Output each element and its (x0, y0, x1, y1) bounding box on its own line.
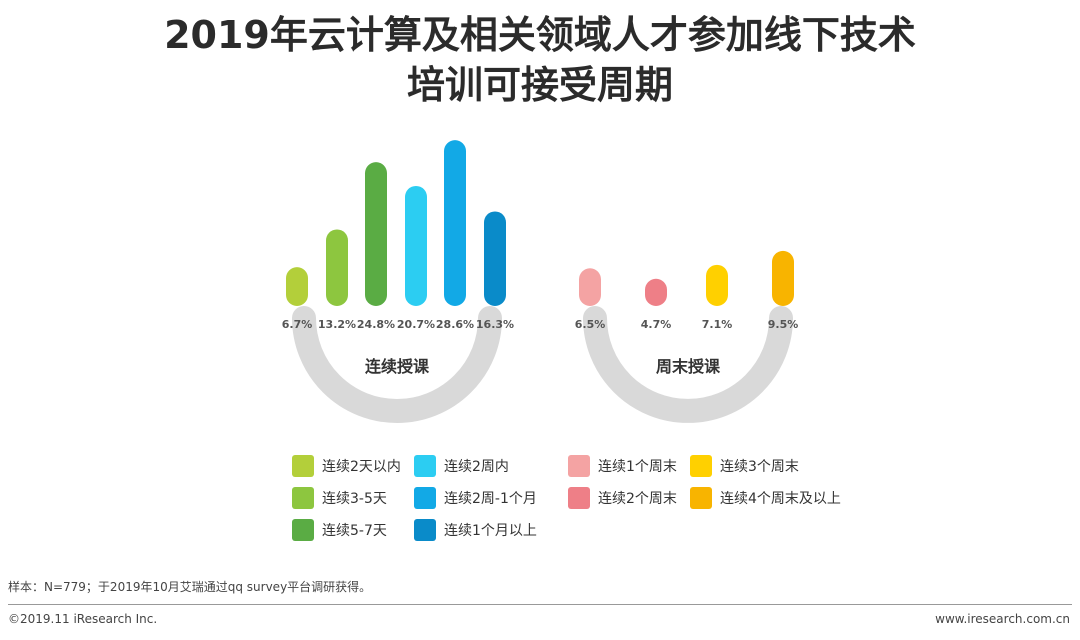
bar-连续2周-1个月 (444, 140, 466, 306)
legend-item: 连续2周内 (414, 454, 509, 478)
data-label: 24.8% (357, 318, 395, 331)
chart-arc-1 (292, 306, 502, 423)
chart-group-title: 周末授课 (656, 357, 721, 376)
legend-swatch (292, 487, 314, 509)
bar-连续3-5天 (326, 229, 348, 306)
bar-连续1个周末 (579, 268, 601, 306)
chart-group-title: 连续授课 (365, 357, 430, 376)
legend-label: 连续2天以内 (322, 459, 401, 475)
legend-swatch (292, 519, 314, 541)
legend-swatch (292, 455, 314, 477)
legend-label: 连续1个月以上 (444, 523, 537, 539)
data-label: 6.7% (282, 318, 313, 331)
data-label: 28.6% (436, 318, 474, 331)
copyright: ©2019.11 iResearch Inc. (8, 612, 158, 626)
chart-group-2: 周末授课 6.5% 4.7% 7.1% 9.5% (575, 250, 799, 423)
data-label: 7.1% (702, 318, 733, 331)
chart-group-1: 连续授课 6.7% 13.2% 24.8% 20.7% 28.6% 16.3% (282, 140, 514, 423)
legend-label: 连续1个周末 (598, 459, 677, 475)
legend-swatch (568, 455, 590, 477)
legend-item: 连续5-7天 (292, 518, 387, 542)
legend-item: 连续1个月以上 (414, 518, 537, 542)
legend-swatch (414, 519, 436, 541)
legend-item: 连续2周-1个月 (414, 486, 537, 510)
bar-连续2周内 (405, 185, 427, 306)
legend-label: 连续5-7天 (322, 523, 387, 539)
sample-note: 样本：N=779；于2019年10月艾瑞通过qq survey平台调研获得。 (8, 580, 372, 594)
legend-item: 连续1个周末 (568, 454, 677, 478)
data-label: 20.7% (397, 318, 435, 331)
footer-divider (8, 604, 1072, 605)
legend-item: 连续3个周末 (690, 454, 799, 478)
legend-swatch (568, 487, 590, 509)
data-label: 6.5% (575, 318, 606, 331)
legend-swatch (414, 455, 436, 477)
legend-item: 连续2天以内 (292, 454, 401, 478)
chart-title-line-2: 培训可接受周期 (406, 63, 673, 107)
bar-连续3个周末 (706, 264, 728, 306)
legend-label: 连续3个周末 (720, 459, 799, 475)
data-label: 16.3% (476, 318, 514, 331)
bar-连续2天以内 (286, 267, 308, 306)
legend-label: 连续2周-1个月 (444, 491, 537, 507)
legend-swatch (690, 455, 712, 477)
legend-label: 连续2个周末 (598, 491, 677, 507)
bar-连续5-7天 (365, 162, 387, 306)
bar-连续1个月以上 (484, 211, 506, 306)
legend-swatch (414, 487, 436, 509)
legend-label: 连续2周内 (444, 459, 509, 475)
legend-label: 连续3-5天 (322, 491, 387, 507)
data-label: 9.5% (768, 318, 799, 331)
data-label: 13.2% (318, 318, 356, 331)
legend-item: 连续4个周末及以上 (690, 486, 841, 510)
chart-area: 连续授课 6.7% 13.2% 24.8% 20.7% 28.6% 16.3% 周末授课 6.5… (282, 140, 799, 423)
bar-连续4个周末及以上 (772, 250, 794, 306)
chart-title: 2019年云计算及相关领域人才参加线下技术 培训可接受周期 (0, 10, 1080, 110)
legend-label: 连续4个周末及以上 (720, 491, 841, 507)
legend-item: 连续3-5天 (292, 486, 387, 510)
data-label: 4.7% (641, 318, 672, 331)
bar-连续2个周末 (645, 278, 667, 306)
chart-arc-2 (583, 306, 793, 423)
website: www.iresearch.com.cn (935, 612, 1070, 626)
legend-swatch (690, 487, 712, 509)
chart-title-line-1: 2019年云计算及相关领域人才参加线下技术 (164, 13, 916, 57)
legend-item: 连续2个周末 (568, 486, 677, 510)
